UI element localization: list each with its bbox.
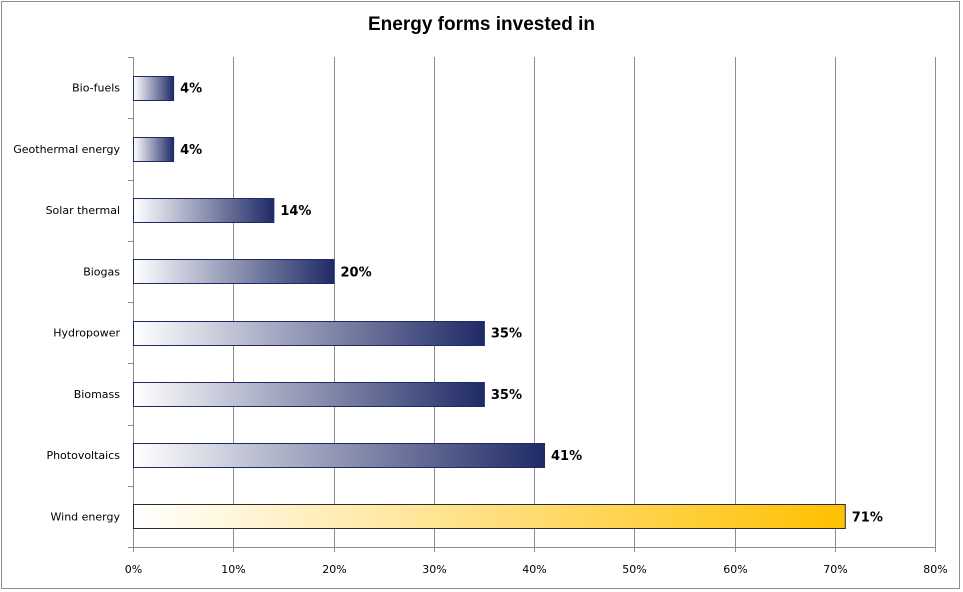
- category-label: Biogas: [83, 265, 120, 278]
- data-label: 20%: [341, 265, 372, 280]
- bar: [133, 76, 175, 101]
- bar: [133, 504, 846, 529]
- x-tick-label: 20%: [322, 563, 346, 576]
- chart-title: Energy forms invested in: [367, 14, 595, 35]
- labels: 0% 10% 20% 30% 40% 50% 60% 70% 80% Bio-fuels 4% Geo…: [13, 82, 947, 576]
- x-tick-label: 40%: [522, 563, 546, 576]
- x-tick-label: 80%: [923, 563, 947, 576]
- axes: [128, 57, 936, 552]
- category-label: Biomass: [74, 388, 121, 401]
- bar: [133, 137, 175, 162]
- bar: [133, 443, 546, 468]
- gridlines: [233, 57, 936, 547]
- data-label: 71%: [852, 510, 883, 525]
- x-tick-label: 30%: [422, 563, 446, 576]
- bar: [133, 259, 335, 284]
- x-tick-label: 60%: [723, 563, 747, 576]
- category-label: Hydropower: [53, 327, 120, 340]
- bar: [133, 321, 485, 346]
- data-label: 41%: [551, 449, 582, 464]
- bar: [133, 382, 485, 407]
- category-label: Geothermal energy: [13, 143, 120, 156]
- data-label: 4%: [180, 143, 202, 158]
- bars: [133, 76, 846, 529]
- data-label: 4%: [180, 82, 202, 97]
- category-label: Bio-fuels: [72, 82, 120, 95]
- category-label: Photovoltaics: [46, 449, 120, 462]
- bar: [133, 198, 275, 223]
- x-tick-label: 0%: [125, 563, 142, 576]
- category-label: Solar thermal: [46, 204, 120, 217]
- data-label: 35%: [491, 388, 522, 403]
- data-label: 35%: [491, 327, 522, 342]
- x-tick-label: 70%: [823, 563, 847, 576]
- x-tick-label: 10%: [221, 563, 245, 576]
- x-tick-label: 50%: [622, 563, 646, 576]
- data-label: 14%: [280, 204, 311, 219]
- category-label: Wind energy: [51, 510, 121, 523]
